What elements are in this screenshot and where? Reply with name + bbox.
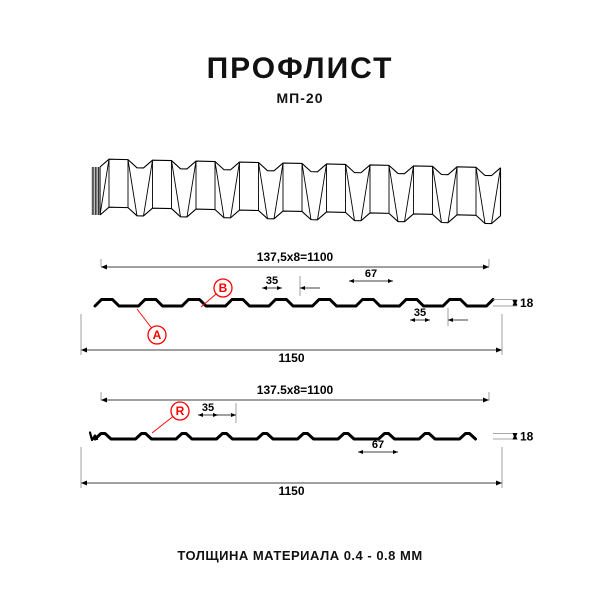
- svg-text:R: R: [176, 404, 185, 418]
- svg-text:B: B: [219, 281, 228, 295]
- svg-text:137,5x8=1100: 137,5x8=1100: [257, 250, 334, 264]
- svg-text:18: 18: [520, 429, 534, 443]
- svg-text:137.5x8=1100: 137.5x8=1100: [257, 383, 334, 397]
- svg-text:1150: 1150: [278, 484, 304, 498]
- svg-text:35: 35: [266, 275, 278, 287]
- svg-text:35: 35: [414, 307, 426, 319]
- svg-text:67: 67: [372, 439, 384, 451]
- svg-text:35: 35: [202, 402, 214, 414]
- svg-text:A: A: [153, 328, 162, 342]
- svg-text:1150: 1150: [278, 351, 304, 365]
- svg-text:67: 67: [365, 268, 377, 280]
- svg-text:18: 18: [520, 296, 534, 310]
